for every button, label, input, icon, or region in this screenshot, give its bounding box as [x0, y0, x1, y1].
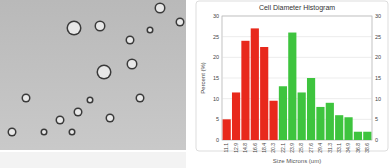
cell-rim	[41, 129, 48, 136]
cell	[9, 129, 15, 135]
cell	[75, 109, 81, 115]
cell-rim	[127, 59, 138, 70]
x-tick-label: 23.9	[289, 143, 295, 153]
x-tick-label: 33.1	[336, 143, 342, 153]
bars	[223, 28, 372, 140]
x-axis-label: Size Microns (um)	[273, 158, 321, 164]
cell	[42, 130, 46, 134]
cell-rim	[126, 36, 135, 45]
x-tick-label: 11.1	[223, 143, 229, 153]
cell	[23, 95, 29, 101]
cell	[96, 22, 104, 30]
y2-tick-label: 5	[375, 116, 378, 122]
x-tick-label: 38.6	[364, 143, 370, 153]
cell-rim	[8, 128, 17, 137]
cell-rim	[87, 97, 94, 104]
cell	[128, 60, 136, 68]
bar	[335, 115, 343, 140]
cell-rim	[106, 114, 115, 123]
photo-bg	[0, 0, 186, 150]
x-tick-label: 22.1	[280, 143, 286, 153]
x-tick-label: 14.8	[242, 143, 248, 153]
bar	[251, 28, 259, 140]
cell	[57, 117, 63, 123]
bar	[288, 33, 296, 140]
cell-rim	[69, 129, 76, 136]
cell-rim	[136, 94, 145, 103]
bar	[223, 119, 231, 140]
cell-rim	[155, 3, 166, 14]
bar	[326, 103, 334, 140]
y2-tick-label: 10	[375, 96, 381, 102]
cell-rim	[95, 21, 106, 32]
cell	[156, 4, 164, 12]
y-axis-label: Percent (%)	[200, 62, 206, 94]
x-tick-label: 31.3	[327, 143, 333, 153]
photo-reflection	[0, 152, 186, 168]
bar	[344, 117, 352, 140]
cell-rim	[22, 94, 31, 103]
cell	[68, 22, 80, 34]
bar	[260, 47, 268, 140]
x-tick-label: 12.9	[233, 143, 239, 153]
bar	[298, 92, 306, 140]
grid-line	[222, 36, 372, 37]
cell	[70, 130, 74, 134]
y-tick-label: 10	[213, 96, 219, 102]
cell	[177, 19, 183, 25]
micrograph	[0, 0, 186, 168]
x-tick-label: 20.3	[270, 143, 276, 153]
cell-rim	[56, 116, 65, 125]
x-tick-label: 27.6	[308, 143, 314, 153]
bar	[316, 107, 324, 140]
y2-tick-label: 15	[375, 75, 381, 81]
y-tick-label: 0	[216, 137, 219, 143]
y2-tick-label: 25	[375, 34, 381, 40]
cell	[148, 28, 152, 32]
bar	[269, 101, 277, 140]
cell-rim	[176, 18, 185, 27]
cell	[88, 98, 92, 102]
y2-tick-label: 0	[375, 137, 378, 143]
x-tick-label: 18.4	[261, 143, 267, 153]
y-tick-label: 5	[216, 116, 219, 122]
cell	[137, 95, 143, 101]
x-tick-label: 36.8	[355, 143, 361, 153]
x-tick-label: 25.8	[298, 143, 304, 153]
bar	[363, 132, 371, 140]
y-tick-label: 30	[213, 13, 219, 19]
y2-tick-label: 20	[375, 54, 381, 60]
cell	[107, 115, 113, 121]
cell-rim	[74, 108, 83, 117]
x-tick-label: 16.6	[252, 143, 258, 153]
bar	[354, 132, 362, 140]
bar	[232, 92, 240, 140]
y2-tick-label: 30	[375, 13, 381, 19]
cell	[127, 37, 133, 43]
x-tick-label: 29.4	[317, 143, 323, 153]
cell-rim	[97, 65, 112, 80]
bar	[279, 86, 287, 140]
plot-frame	[222, 16, 372, 140]
x-tick-label: 34.9	[345, 143, 351, 153]
cell-rim	[147, 27, 154, 34]
chart-panel	[196, 1, 388, 151]
bar	[307, 78, 315, 140]
bar	[241, 41, 249, 140]
cell-rim	[67, 21, 82, 36]
y-tick-label: 25	[213, 34, 219, 40]
chart-title: Cell Diameter Histogram	[259, 4, 335, 12]
cell	[98, 66, 110, 78]
grid-line	[222, 16, 372, 17]
y-tick-label: 15	[213, 75, 219, 81]
y-tick-label: 20	[213, 54, 219, 60]
